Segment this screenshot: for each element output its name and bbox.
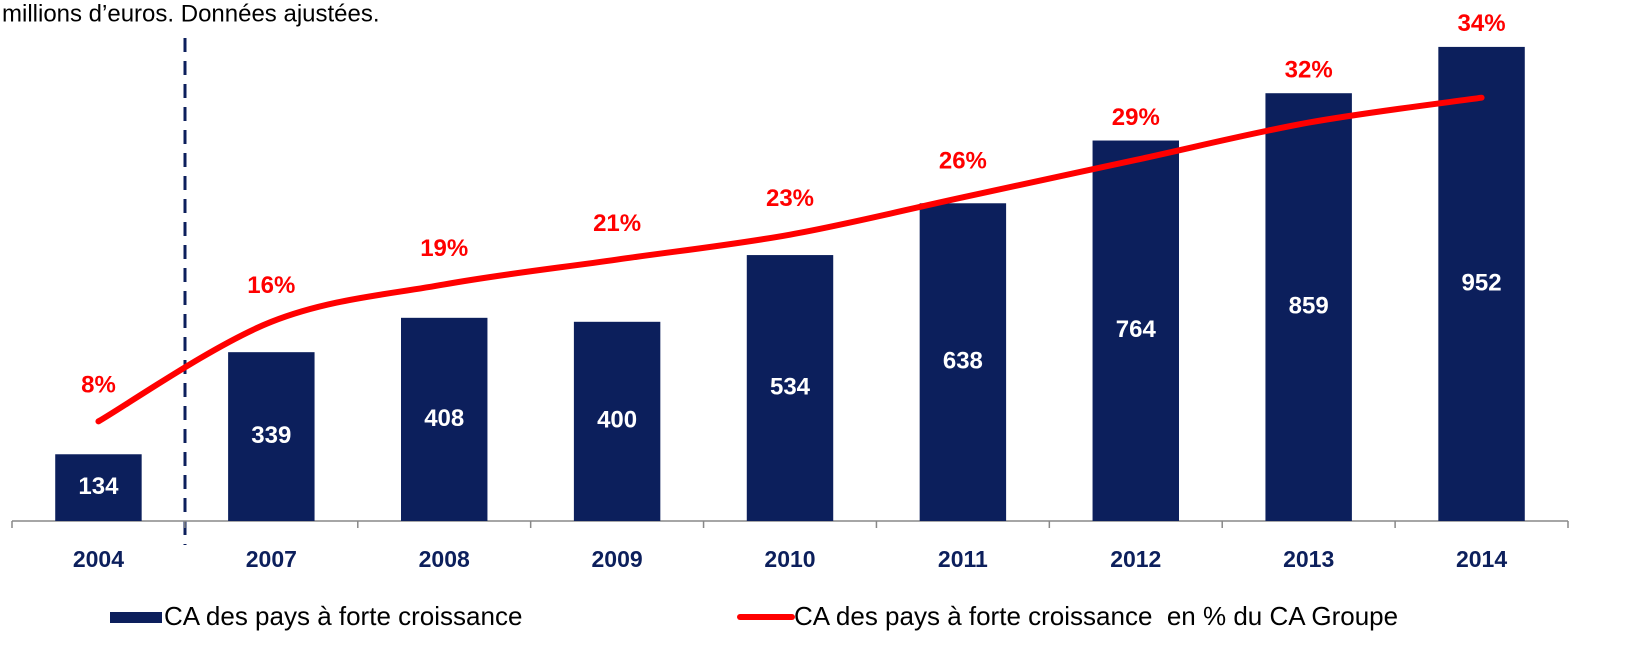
- x-tick-label: 2010: [764, 546, 815, 572]
- bar: [1265, 93, 1352, 521]
- bar-value-label: 764: [1116, 316, 1157, 343]
- x-tick-label: 2009: [592, 546, 643, 572]
- line-value-label: 16%: [247, 272, 295, 299]
- line-value-label: 23%: [766, 185, 814, 212]
- line-value-label: 34%: [1458, 10, 1506, 37]
- x-tick-label: 2007: [246, 546, 297, 572]
- bar-value-label: 859: [1289, 292, 1329, 319]
- x-tick-label: 2013: [1283, 546, 1334, 572]
- chart-title: millions d’euros. Données ajustées.: [2, 0, 380, 27]
- x-tick-label: 2014: [1456, 546, 1507, 572]
- bar: [1438, 46, 1525, 522]
- line-value-label: 26%: [939, 148, 987, 175]
- line-value-label: 32%: [1285, 57, 1333, 84]
- legend-label: CA des pays à forte croissance: [164, 601, 522, 631]
- bar-value-label: 534: [770, 373, 811, 400]
- legend-swatch: [110, 612, 162, 623]
- bar: [919, 203, 1007, 521]
- bar-value-label: 952: [1462, 269, 1502, 296]
- bar-value-label: 638: [943, 347, 983, 374]
- bar: [401, 317, 488, 521]
- bar-value-label: 408: [424, 405, 464, 432]
- bar-value-label: 339: [251, 422, 291, 449]
- x-tick-label: 2012: [1110, 546, 1161, 572]
- bar: [55, 454, 142, 521]
- x-tick-label: 2004: [73, 546, 124, 572]
- line-value-label: 19%: [420, 235, 468, 262]
- bar: [573, 321, 661, 521]
- x-tick-label: 2011: [938, 546, 988, 572]
- x-tick-label: 2008: [419, 546, 470, 572]
- bar: [1092, 140, 1179, 521]
- bar-value-label: 134: [78, 473, 119, 500]
- line: [95, 94, 1485, 425]
- legend-label: CA des pays à forte croissance en % du C…: [794, 601, 1398, 631]
- line-value-label: 8%: [81, 372, 116, 399]
- bar: [228, 352, 315, 521]
- line-value-label: 29%: [1112, 104, 1160, 131]
- bar-value-label: 400: [597, 407, 637, 434]
- bar: [746, 255, 834, 521]
- line-value-label: 21%: [593, 210, 641, 237]
